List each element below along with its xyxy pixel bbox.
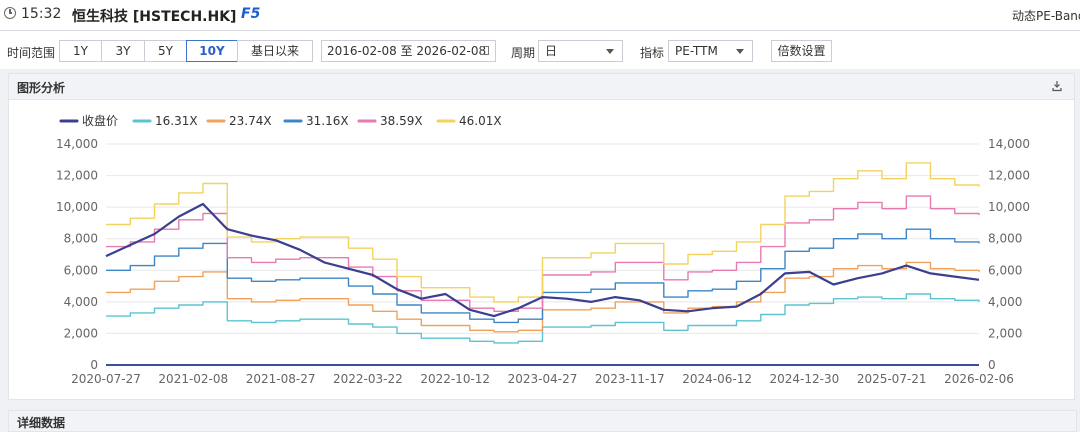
range-since-base-button[interactable]: 基日以来 [237,40,313,62]
x-tick-label: 2021-02-08 [158,372,228,386]
y-tick-label-right: 4,000 [988,295,1022,309]
y-tick-label-left: 6,000 [64,263,98,277]
download-icon[interactable] [1052,80,1062,92]
chevron-down-icon [736,49,744,54]
legend-label: 31.16X [306,114,349,128]
y-tick-label-left: 10,000 [56,200,98,214]
series-line-close-price [105,202,980,318]
y-tick-label-right: 14,000 [988,137,1030,151]
legend-label: 46.01X [459,114,502,128]
y-tick-label-left: 14,000 [56,137,98,151]
y-tick-label-left: 2,000 [64,326,98,340]
period-label: 周期 [511,46,536,60]
pe-band-chart: 0 0 2,000 2,000 4,000 4,000 6,000 6,000 8,000 8,0… [56,113,1030,386]
chart-type-label: 动态PE-Band [1012,9,1080,23]
y-tick-label-left: 0 [90,358,98,372]
range-10y-button[interactable]: 10Y [186,40,238,62]
x-tick-label: 2022-10-12 [420,372,490,386]
x-tick-label: 2023-11-17 [595,372,665,386]
detail-panel: 详细数据 [8,410,1077,432]
legend-label: 23.74X [229,114,272,128]
x-tick-label: 2025-07-21 [857,372,927,386]
calendar-icon[interactable] [480,46,489,55]
date-range-input[interactable]: 2016-02-08 至 2026-02-08 [321,40,496,62]
indicator-select[interactable]: PE-TTM [668,40,753,62]
x-tick-label: 2024-12-30 [770,372,840,386]
y-tick-label-left: 8,000 [64,232,98,246]
range-5y-button[interactable]: 5Y [144,40,187,62]
current-time: 15:32 [21,6,62,22]
indicator-label: 指标 [640,46,665,60]
series-line-band [106,162,980,303]
date-range-text: 2016-02-08 至 2026-02-08 [327,44,487,58]
legend-label: 38.59X [380,114,423,128]
series-line-band [106,293,980,344]
x-tick-label: 2022-03-22 [333,372,403,386]
legend-label: 收盘价 [82,113,118,128]
chevron-down-icon [606,49,614,54]
period-value: 日 [545,44,558,58]
x-tick-label: 2023-04-27 [508,372,578,386]
y-tick-label-right: 2,000 [988,326,1022,340]
top-bar: 15:32 恒生科技 [HSTECH.HK] F5 动态PE-Band [0,0,1080,31]
x-tick-label: 2021-08-27 [246,372,316,386]
f5-button[interactable]: F5 [241,6,261,22]
clock-icon [4,7,16,19]
chart-panel-title: 图形分析 [17,81,66,95]
detail-panel-title: 详细数据 [17,416,66,430]
y-tick-label-right: 10,000 [988,200,1030,214]
x-tick-label: 2020-07-27 [71,372,141,386]
y-tick-label-left: 12,000 [56,169,98,183]
y-tick-label-right: 8,000 [988,232,1022,246]
y-tick-label-right: 12,000 [988,169,1030,183]
filter-bar: 时间范围 1Y 3Y 5Y 10Y 基日以来 2016-02-08 至 2026… [0,31,1080,69]
index-title: 恒生科技 [HSTECH.HK] [72,9,237,25]
y-tick-label-left: 4,000 [64,295,98,309]
chart-panel-header: 图形分析 [9,74,1074,100]
indicator-value: PE-TTM [675,44,718,58]
x-tick-label: 2024-06-12 [682,372,752,386]
legend-label: 16.31X [155,114,198,128]
time-range-label: 时间范围 [7,46,56,60]
chart-panel: 图形分析 0 0 2,000 2,000 4,000 4,000 6,000 6,000 8,0… [8,73,1075,400]
multiplier-settings-button[interactable]: 倍数设置 [771,40,832,62]
range-1y-button[interactable]: 1Y [59,40,102,62]
y-tick-label-right: 6,000 [988,263,1022,277]
range-3y-button[interactable]: 3Y [101,40,145,62]
x-tick-label: 2026-02-06 [944,372,1014,386]
period-select[interactable]: 日 [538,40,623,62]
y-tick-label-right: 0 [988,358,996,372]
